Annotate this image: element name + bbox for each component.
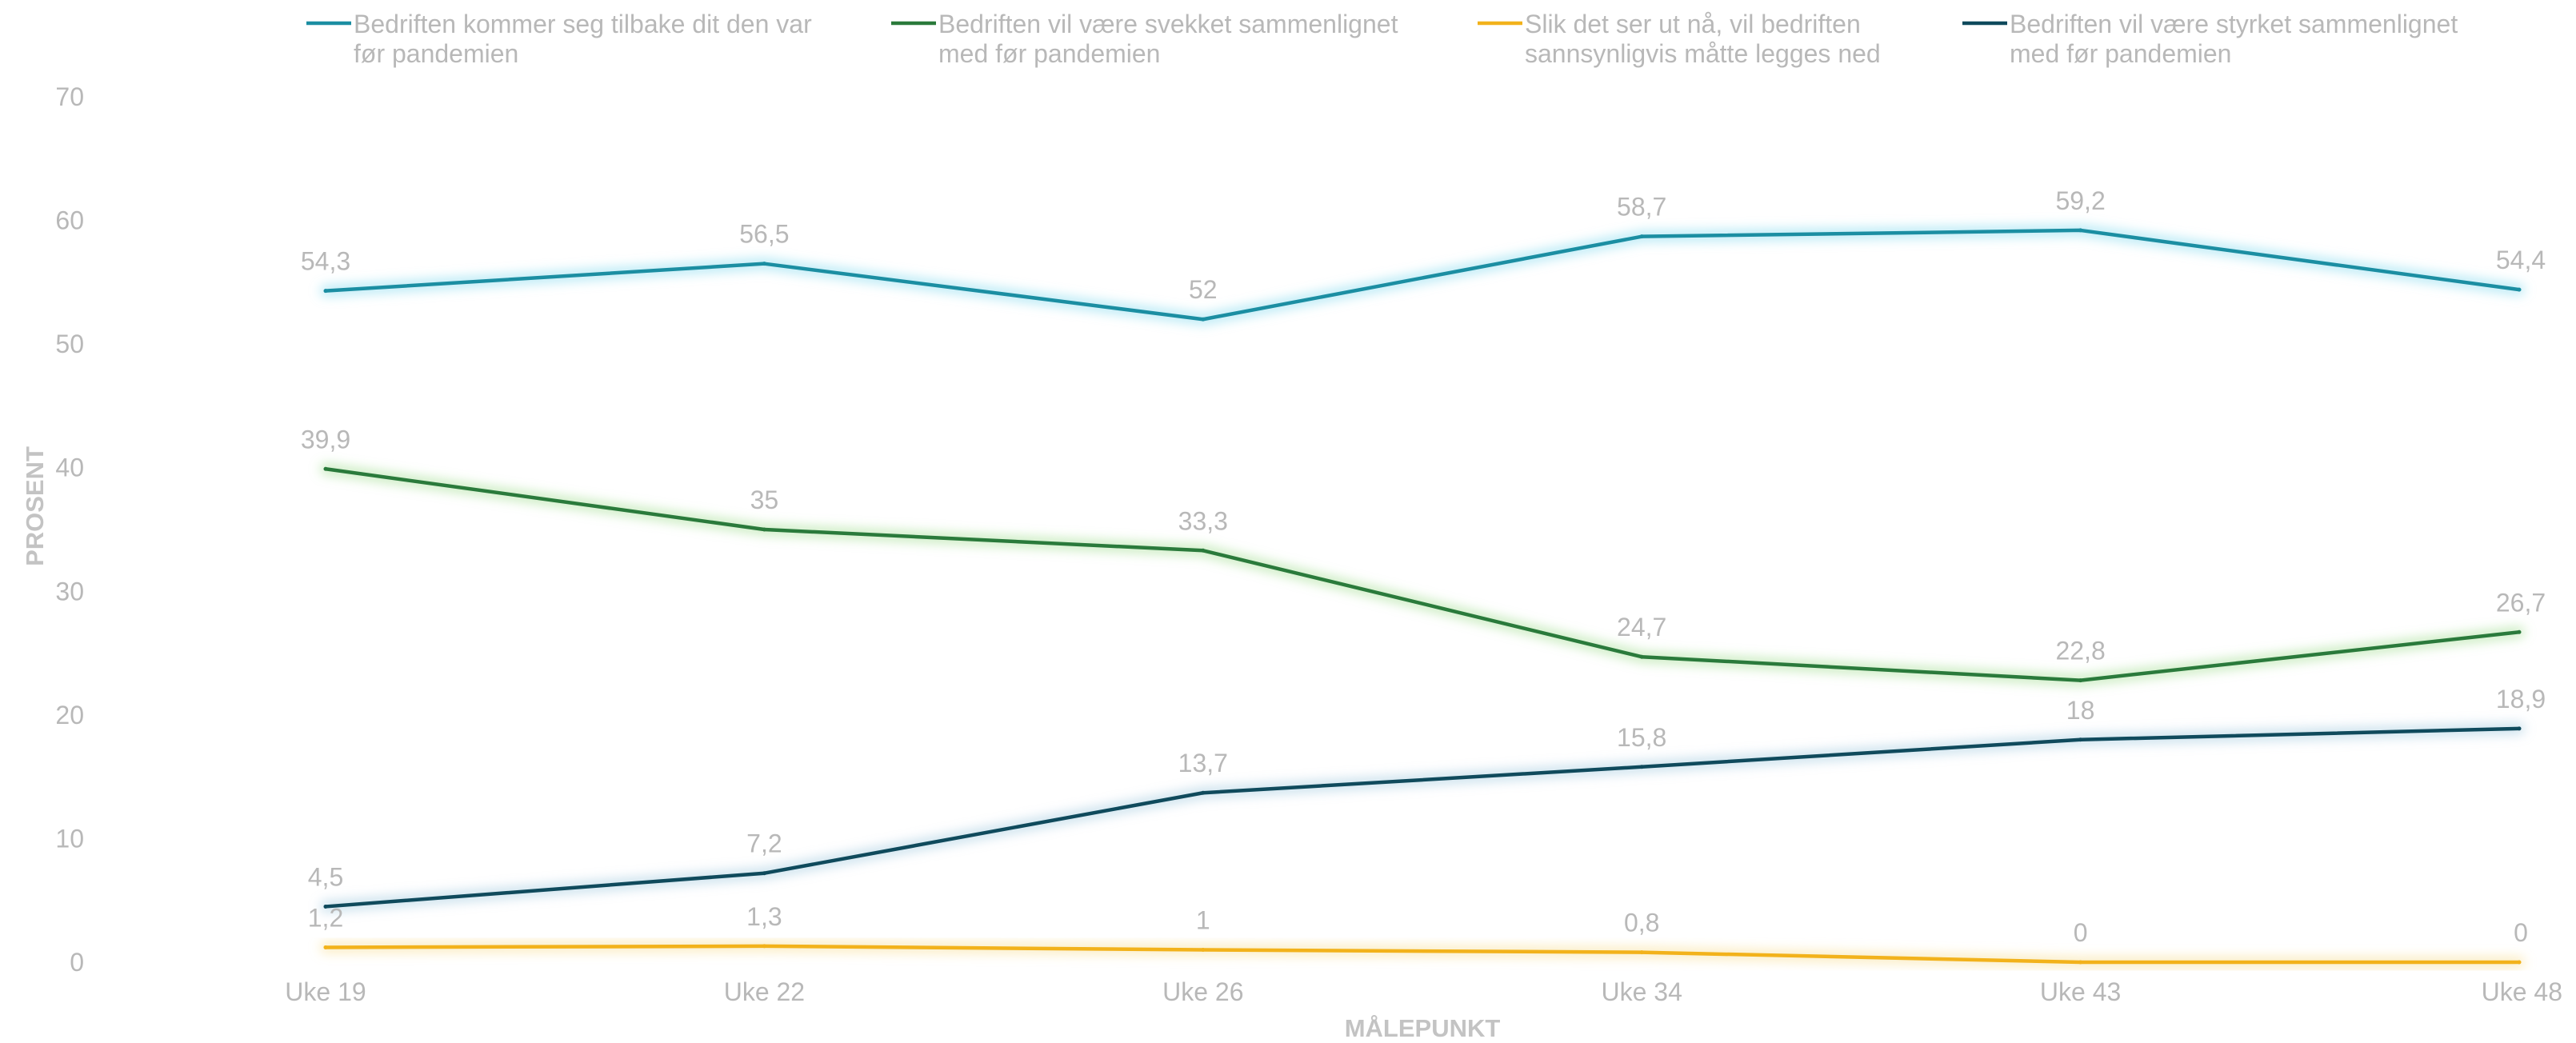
plot-area (320, 224, 2525, 968)
y-tick-label: 60 (55, 206, 84, 235)
data-label: 15,8 (1617, 723, 1666, 752)
y-tick-label: 40 (55, 454, 84, 482)
legend-label: Bedriften kommer seg tilbake dit den var (354, 10, 812, 38)
series-line-glow (320, 463, 2525, 686)
legend-label: med før pandemien (938, 39, 1160, 68)
x-tick-label: Uke 26 (1162, 977, 1243, 1006)
data-label: 0,8 (1624, 909, 1659, 937)
x-axis: MÅLEPUNKT Uke 19 Uke 22 Uke 26 Uke 34 Uke 43… (285, 977, 2562, 1042)
data-point (1639, 765, 1644, 769)
data-point (2078, 678, 2083, 683)
y-axis-title: PROSENT (21, 446, 49, 566)
y-tick-label: 0 (70, 948, 84, 977)
data-point (1201, 548, 1206, 553)
legend-label: sannsynligvis måtte legges ned (1525, 39, 1881, 68)
data-label: 39,9 (301, 425, 350, 454)
x-tick-label: Uke 34 (1602, 977, 1682, 1006)
data-point (762, 262, 766, 266)
legend-label: før pandemien (354, 39, 518, 68)
y-tick-label: 30 (55, 577, 84, 605)
data-label: 4,5 (308, 862, 343, 891)
data-point (1201, 790, 1206, 795)
data-label: 26,7 (2496, 588, 2546, 617)
data-label: 18 (2066, 696, 2095, 725)
data-point (762, 944, 766, 949)
data-point (323, 289, 328, 294)
data-label: 24,7 (1617, 613, 1666, 641)
data-point (762, 871, 766, 876)
data-label: 54,3 (301, 247, 350, 276)
y-tick-label: 70 (55, 82, 84, 111)
data-point (762, 527, 766, 532)
x-tick-label: Uke 22 (724, 977, 805, 1006)
data-label: 1 (1196, 906, 1210, 935)
legend-label: Slik det ser ut nå, vil bedriften (1525, 10, 1861, 38)
data-label: 0 (2074, 918, 2088, 947)
data-point (2517, 287, 2522, 292)
series-line (323, 726, 2522, 909)
data-point (323, 904, 328, 909)
data-point (1639, 654, 1644, 659)
data-point (1639, 234, 1644, 239)
data-point (2078, 737, 2083, 742)
y-tick-label: 20 (55, 701, 84, 729)
data-label: 52 (1189, 275, 1218, 304)
data-point (1639, 950, 1644, 955)
y-axis: PROSENT 0 10 20 30 40 50 60 70 (21, 82, 84, 977)
data-point (1201, 948, 1206, 953)
series-line-glow (320, 940, 2525, 968)
y-tick-label: 50 (55, 330, 84, 358)
data-point (2517, 629, 2522, 634)
data-label: 0 (2514, 918, 2528, 947)
data-point (323, 466, 328, 471)
series-line (323, 228, 2522, 322)
data-label: 7,2 (746, 829, 782, 858)
legend-label: med før pandemien (2010, 39, 2231, 68)
data-label: 22,8 (2055, 637, 2105, 665)
data-point (2517, 726, 2522, 731)
y-tick-label: 10 (55, 824, 84, 853)
data-label: 56,5 (739, 220, 789, 249)
data-point (2517, 960, 2522, 965)
data-point (1201, 317, 1206, 322)
x-tick-label: Uke 48 (2482, 977, 2562, 1006)
legend-label: Bedriften vil være svekket sammenlignet (938, 10, 1398, 38)
data-label: 33,3 (1178, 506, 1228, 535)
x-tick-label: Uke 43 (2040, 977, 2121, 1006)
data-label: 1,2 (308, 903, 343, 932)
legend-label: Bedriften vil være styrket sammenlignet (2010, 10, 2458, 38)
x-axis-title: MÅLEPUNKT (1345, 1014, 1501, 1042)
data-label: 1,3 (746, 902, 782, 931)
series-line (323, 944, 2522, 965)
data-point (323, 945, 328, 949)
data-label: 18,9 (2496, 685, 2546, 713)
data-labels: 54,3 56,5 52 58,7 59,2 54,4 39,9 35 33,3 24,7 22,8… (301, 186, 2546, 947)
x-tick-label: Uke 19 (285, 977, 366, 1006)
data-label: 13,7 (1178, 749, 1228, 777)
data-label: 59,2 (2055, 186, 2105, 215)
legend: Bedriften kommer seg tilbake dit den var… (306, 10, 2458, 68)
series-line (323, 467, 2522, 682)
data-point (2078, 960, 2083, 965)
data-label: 35 (750, 486, 779, 514)
data-label: 58,7 (1617, 193, 1666, 222)
data-point (2078, 228, 2083, 233)
data-label: 54,4 (2496, 246, 2546, 274)
